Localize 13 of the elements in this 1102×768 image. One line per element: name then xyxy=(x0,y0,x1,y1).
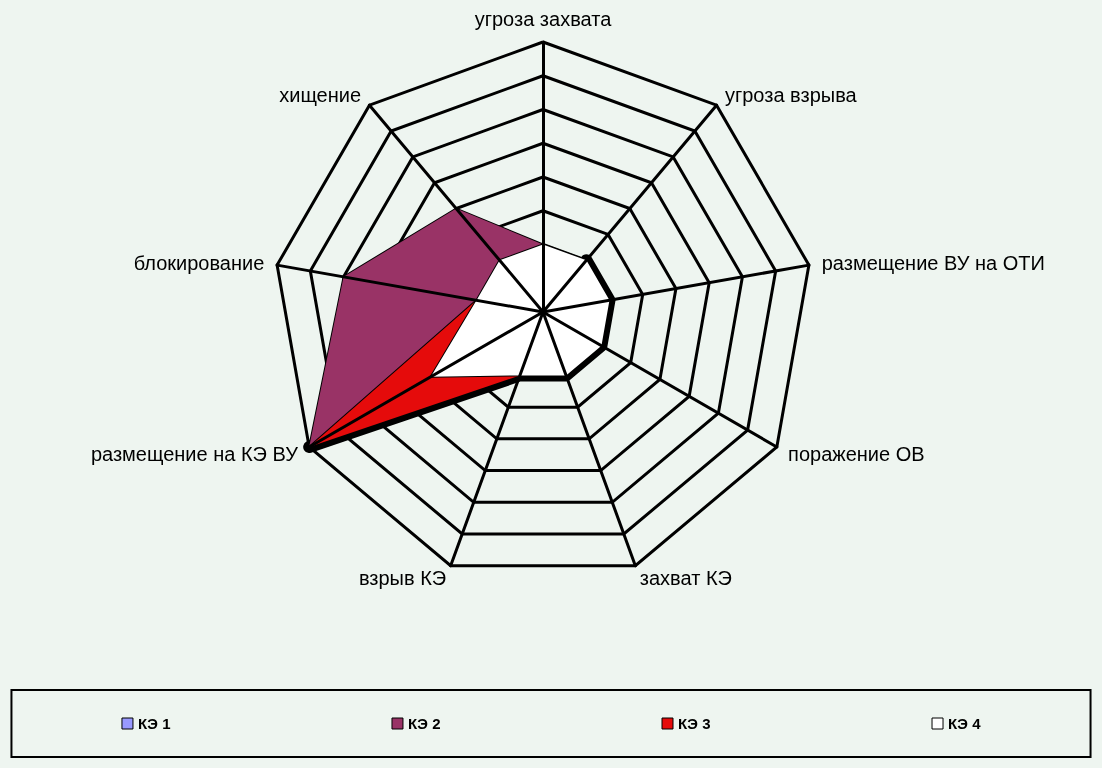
spoke-label: захват КЭ xyxy=(639,566,732,589)
spoke-label: размещение на КЭ ВУ xyxy=(90,442,299,465)
spoke-label: взрыв КЭ xyxy=(358,566,447,589)
spoke-label: угроза захвата xyxy=(474,8,613,30)
legend-label: КЭ 4 xyxy=(948,715,982,732)
spoke-label: поражение ОВ xyxy=(788,442,925,465)
spoke-label: угроза взрыва xyxy=(724,84,858,107)
spoke-label: хищение xyxy=(279,84,362,107)
spoke-label: размещение ВУ на ОТИ xyxy=(821,251,1045,274)
legend-label: КЭ 3 xyxy=(678,715,711,732)
spoke-label: блокирование xyxy=(133,251,265,274)
legend-label: КЭ 2 xyxy=(407,715,441,732)
legend-label: КЭ 1 xyxy=(137,715,171,732)
